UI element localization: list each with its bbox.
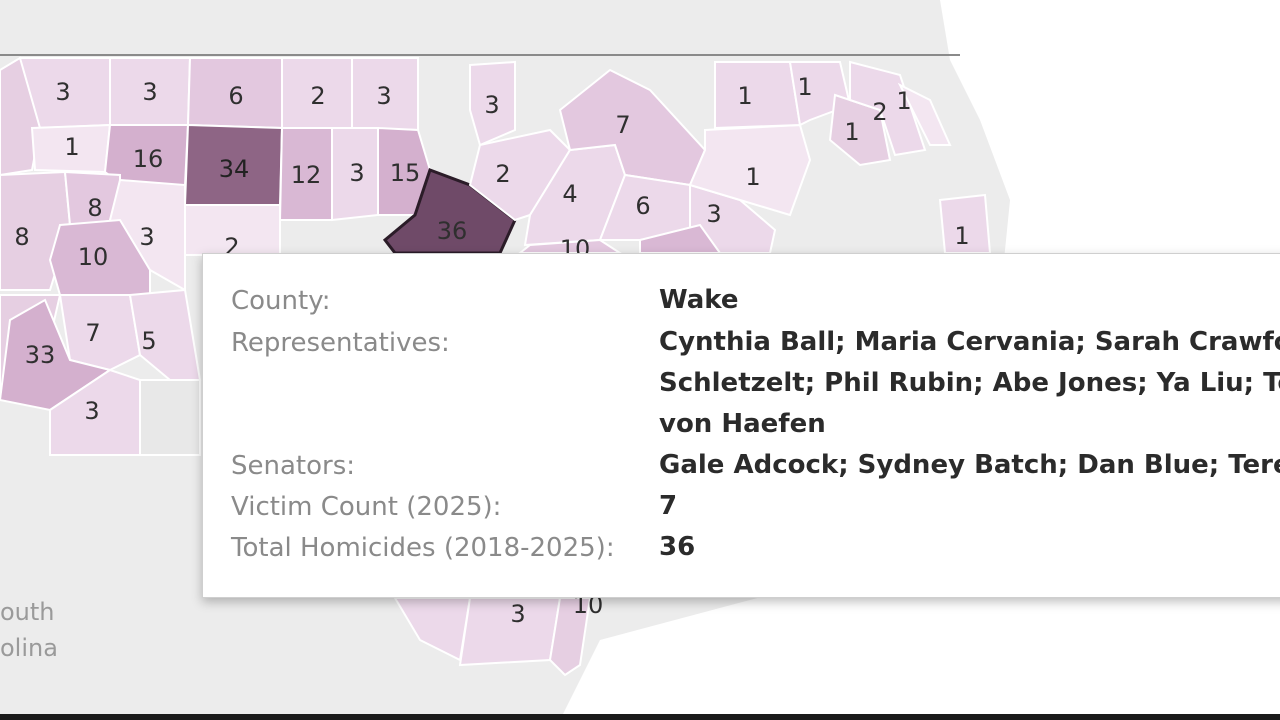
county-value: 1 <box>797 73 812 101</box>
county-value: 6 <box>228 82 243 110</box>
county-value: 7 <box>615 111 630 139</box>
county-shape[interactable] <box>58 294 142 372</box>
county-shape[interactable] <box>393 597 472 662</box>
tooltip-label: Victim Count (2025): <box>231 492 502 522</box>
county-value: 3 <box>376 82 391 110</box>
county-value: 3 <box>55 78 70 106</box>
county-value: 15 <box>390 159 421 187</box>
county-value: 8 <box>87 194 102 222</box>
tooltip-label: County: <box>231 286 331 316</box>
tooltip-label: Representatives: <box>231 328 450 358</box>
region-label: olina <box>0 634 58 662</box>
tooltip-value: 36 <box>659 532 696 562</box>
county-shape[interactable] <box>714 61 802 130</box>
county-value: 1 <box>64 133 79 161</box>
county-value: 5 <box>141 327 156 355</box>
county-value: 1 <box>844 118 859 146</box>
tooltip-value-line: Cynthia Ball; Maria Cervania; Sarah Craw… <box>659 327 1280 357</box>
county-value: 3 <box>139 223 154 251</box>
county-value: 1 <box>745 163 760 191</box>
county-value: 1 <box>954 222 969 250</box>
county-shape[interactable] <box>849 60 927 157</box>
county-value: 3 <box>142 78 157 106</box>
county-value: 1 <box>737 82 752 110</box>
county-value: 3 <box>484 91 499 119</box>
tooltip-label: Total Homicides (2018-2025): <box>231 533 615 563</box>
county-value: 2 <box>872 98 887 126</box>
tooltip-value-multiline: Cynthia Ball; Maria Cervania; Sarah Craw… <box>659 322 1280 445</box>
county-value: 1 <box>896 87 911 115</box>
county-value: 3 <box>510 600 525 628</box>
county-value: 2 <box>310 82 325 110</box>
region-label: outh <box>0 598 55 626</box>
county-value: 4 <box>562 180 577 208</box>
county-value: 8 <box>14 223 29 251</box>
county-labels: 3 3 6 2 3 3 1 1 2 1 1 16 34 12 3 15 2 7 … <box>14 73 969 628</box>
county-value: 10 <box>78 243 109 271</box>
tooltip-value: Gale Adcock; Sydney Batch; Dan Blue; Ter… <box>659 450 1280 480</box>
county-tooltip: County: Wake Representatives: Cynthia Ba… <box>202 253 1280 598</box>
county-value: 34 <box>219 155 250 183</box>
county-value: 16 <box>133 145 164 173</box>
county-shape[interactable] <box>688 123 812 217</box>
county-value: 7 <box>85 319 100 347</box>
county-value: 36 <box>437 217 468 245</box>
frame-bottom-border <box>0 714 1280 720</box>
county-value: 3 <box>84 397 99 425</box>
county-shape[interactable] <box>469 60 516 147</box>
county-value: 3 <box>706 200 721 228</box>
tooltip-value: 7 <box>659 491 678 521</box>
tooltip-label: Senators: <box>231 451 356 481</box>
county-shape[interactable] <box>139 379 201 456</box>
tooltip-value-line: von Haefen <box>659 409 826 439</box>
county-value: 2 <box>495 160 510 188</box>
county-shape[interactable] <box>548 597 592 677</box>
tooltip-value-line: Schletzelt; Phil Rubin; Abe Jones; Ya Li… <box>659 368 1280 398</box>
county-value: 12 <box>291 161 322 189</box>
county-value: 3 <box>349 159 364 187</box>
tooltip-value: Wake <box>659 285 739 315</box>
county-value: 33 <box>25 341 56 369</box>
county-value: 6 <box>635 192 650 220</box>
county-shape[interactable] <box>897 82 952 146</box>
